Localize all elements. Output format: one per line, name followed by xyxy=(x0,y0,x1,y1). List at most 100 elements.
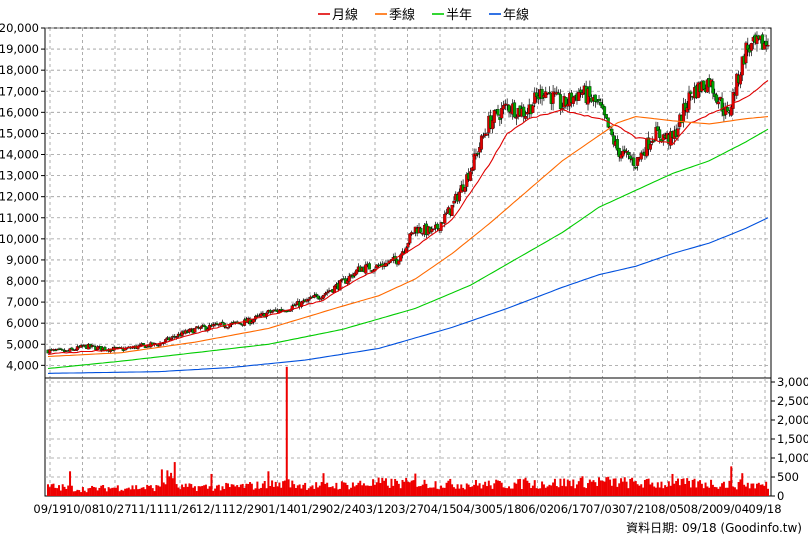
candle-body xyxy=(764,41,768,46)
candle-body xyxy=(226,327,230,329)
volume-bar xyxy=(193,486,196,496)
volume-bar xyxy=(741,473,744,496)
volume-bar xyxy=(456,484,459,496)
volume-bar xyxy=(168,476,171,496)
volume-bar xyxy=(449,478,452,496)
volume-bar xyxy=(438,489,441,496)
x-tick-label: 10/08 xyxy=(66,502,99,516)
volume-bar xyxy=(214,488,217,496)
volume-bar xyxy=(542,484,545,496)
candle-body xyxy=(702,80,706,90)
volume-bar xyxy=(59,490,62,496)
volume-bar xyxy=(353,486,356,496)
volume-bar xyxy=(530,488,533,496)
volume-bar xyxy=(61,484,64,496)
volume-bar xyxy=(640,484,643,496)
x-axis: 09/19 10/08 10/27 11/11 11/26 12/11 12/29 01/14… xyxy=(33,502,781,516)
volume-bar xyxy=(730,466,733,496)
volume-bar xyxy=(526,480,529,496)
volume-bar xyxy=(645,479,648,496)
volume-bar xyxy=(609,479,612,496)
volume-bar xyxy=(372,479,375,496)
x-tick-label: 12/29 xyxy=(228,502,261,516)
volume-bar xyxy=(258,488,261,496)
volume-bar xyxy=(680,479,683,496)
candle-body xyxy=(96,346,100,350)
price-tick-label: 19,000 xyxy=(0,42,39,56)
volume-bar xyxy=(98,487,101,496)
volume-bar xyxy=(599,480,602,496)
volume-bar xyxy=(418,486,421,496)
volume-bar xyxy=(157,485,160,496)
volume-bar xyxy=(241,483,244,496)
candle-body xyxy=(766,44,770,47)
candle-body xyxy=(59,348,63,350)
x-tick-label: 06/17 xyxy=(553,502,586,516)
volume-bar xyxy=(535,488,538,496)
candle-body xyxy=(617,148,621,158)
volume-bar xyxy=(160,469,163,496)
volume-bar xyxy=(519,478,522,496)
volume-bar xyxy=(546,486,549,496)
candle-body xyxy=(557,92,561,95)
candle-body xyxy=(180,331,184,336)
legend-label: 季線 xyxy=(389,7,415,23)
candle-body xyxy=(496,109,500,116)
x-tick-label: 11/26 xyxy=(163,502,196,516)
volume-bar xyxy=(217,484,220,496)
volume-bar xyxy=(392,485,395,496)
candle-body xyxy=(685,107,689,113)
candle-body xyxy=(351,274,355,278)
volume-bar xyxy=(732,486,735,496)
volume-bar xyxy=(561,485,564,496)
volume-bar xyxy=(743,484,746,496)
volume-bar xyxy=(715,487,718,496)
x-tick-label: 01/14 xyxy=(261,502,294,516)
volume-bar xyxy=(555,486,558,496)
volume-bar xyxy=(563,478,566,496)
volume-bar xyxy=(317,487,319,496)
volume-bar xyxy=(511,488,514,496)
volume-bar xyxy=(407,481,409,496)
volume-bar xyxy=(658,487,661,496)
candle-body xyxy=(175,336,179,338)
candle-body xyxy=(220,321,225,324)
volume-bar xyxy=(695,487,698,496)
volume-bar xyxy=(484,481,487,496)
volume-bar xyxy=(133,489,136,496)
x-tick-label: 06/02 xyxy=(521,502,554,516)
volume-bar xyxy=(493,483,496,496)
volume-bar xyxy=(717,488,720,496)
volume-tick-label: 2,500 xyxy=(777,394,808,408)
x-tick-label: 09/18 xyxy=(748,502,781,516)
volume-bar xyxy=(265,488,268,496)
volume-bar xyxy=(149,485,152,496)
volume-bar xyxy=(239,484,242,496)
candle-body xyxy=(270,311,274,313)
volume-bar xyxy=(697,481,700,496)
candle-body xyxy=(729,106,733,116)
volume-bar xyxy=(162,482,165,496)
candle-body xyxy=(711,81,715,94)
volume-bar xyxy=(47,484,49,496)
price-tick-label: 16,000 xyxy=(0,105,39,119)
volume-bar xyxy=(192,487,195,496)
volume-bar xyxy=(763,485,766,496)
ma-line xyxy=(47,116,769,358)
volume-bar xyxy=(506,488,509,496)
candle-body xyxy=(53,349,57,352)
volume-bar xyxy=(357,482,360,496)
volume-bar xyxy=(125,488,128,496)
volume-bar xyxy=(568,481,571,496)
candle-body xyxy=(524,116,528,119)
candle-body xyxy=(193,328,197,333)
volume-bar xyxy=(272,486,275,496)
candle-body xyxy=(512,102,517,118)
volume-bar xyxy=(103,488,106,496)
volume-bar xyxy=(434,481,437,496)
volume-bar xyxy=(489,485,492,496)
candle-body xyxy=(599,102,603,106)
candle-body xyxy=(367,263,371,270)
volume-bar xyxy=(651,482,654,496)
volume-bar xyxy=(508,486,511,496)
